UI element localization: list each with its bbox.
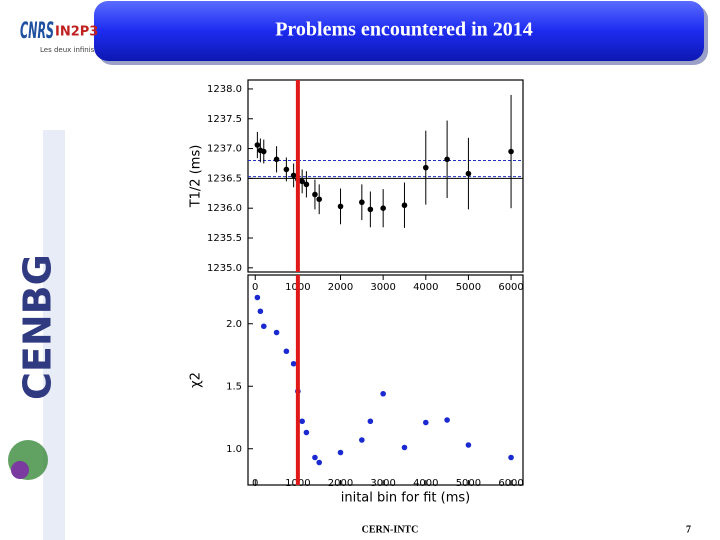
data-point	[359, 199, 365, 206]
x-tick-label: 3000	[370, 478, 395, 489]
data-point	[465, 442, 472, 448]
y-tick-label: 1236.0	[207, 203, 242, 214]
data-point	[508, 148, 514, 155]
y-tick-label: 1238.0	[207, 84, 242, 95]
logo-in2p3: IN2P3	[55, 25, 98, 40]
y-tick-label: 1.5	[226, 381, 242, 392]
x-tick-label: 4000	[413, 282, 438, 293]
footer-text: CERN-INTC	[362, 524, 419, 535]
data-point	[299, 418, 305, 425]
x-tick-label: 2000	[328, 478, 353, 489]
data-point	[337, 449, 344, 456]
data-point	[290, 360, 297, 367]
x-tick-label: 5000	[456, 282, 481, 293]
data-point	[316, 459, 323, 466]
y-tick-label: 1236.5	[207, 173, 242, 184]
y-tick-label: 1.0	[226, 444, 242, 455]
x-tick-label: 0	[252, 478, 258, 489]
data-point	[380, 205, 386, 211]
data-point	[273, 329, 280, 336]
data-point	[380, 390, 386, 397]
data-point	[273, 156, 280, 163]
logo-atom	[11, 461, 29, 479]
data-point	[422, 419, 429, 426]
data-point	[444, 417, 450, 423]
data-point	[303, 181, 310, 188]
data-point	[283, 348, 290, 355]
data-point	[257, 308, 264, 315]
x-tick-label: 2000	[328, 282, 353, 293]
data-point	[283, 166, 290, 173]
data-point	[299, 178, 305, 185]
logo-tagline: Les deux infinis	[40, 46, 95, 54]
banner	[94, 1, 704, 61]
logo-cenbg: CENBG	[16, 254, 60, 400]
data-point	[465, 170, 472, 177]
data-point	[303, 429, 310, 436]
x-axis-label: inital bin for fit (ms)	[341, 491, 471, 506]
y-axis-label: T1/2 (ms)	[189, 145, 204, 209]
data-point	[312, 191, 318, 198]
x-tick-label: 0	[252, 282, 258, 293]
data-point	[254, 294, 261, 301]
data-point	[367, 206, 374, 213]
y-tick-label: 1235.0	[207, 263, 242, 274]
side-strip	[43, 130, 65, 540]
y-tick-label: 1237.5	[207, 114, 242, 125]
data-point	[254, 142, 261, 148]
y-tick-label: 1237.0	[207, 144, 242, 155]
x-tick-label: 4000	[413, 478, 438, 489]
y-tick-label: 1235.5	[207, 233, 242, 244]
data-point	[260, 148, 267, 155]
plot-frame	[247, 274, 524, 486]
data-point	[290, 172, 297, 179]
data-point	[422, 164, 429, 171]
x-tick-label: 5000	[456, 478, 481, 489]
y-tick-label: 2.0	[226, 319, 242, 330]
data-point	[359, 437, 365, 443]
data-point	[337, 203, 344, 210]
plot-frame	[247, 79, 524, 273]
data-point	[312, 454, 318, 461]
logo-box	[4, 4, 92, 62]
data-point	[367, 418, 374, 425]
slide-title: Problems encountered in 2014	[275, 19, 533, 41]
data-point	[401, 202, 408, 209]
data-point	[508, 454, 514, 461]
x-tick-label: 6000	[498, 478, 523, 489]
data-point	[401, 444, 408, 451]
data-point	[316, 196, 323, 203]
x-tick-label: 3000	[370, 282, 395, 293]
data-point	[260, 323, 267, 330]
logo-cnrs: CNRS	[20, 19, 54, 44]
page-number: 7	[686, 524, 691, 535]
data-point	[444, 156, 450, 163]
x-tick-label: 6000	[498, 282, 523, 293]
y-axis-label: χ2	[189, 372, 204, 388]
